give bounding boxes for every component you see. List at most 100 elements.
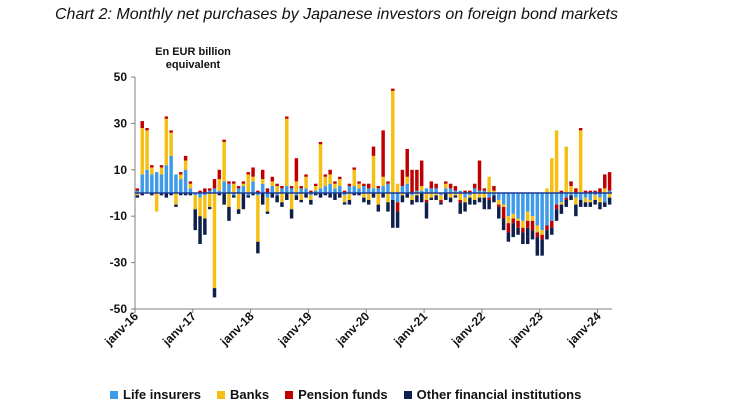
- bar-segment: [285, 186, 289, 193]
- bar-segment: [578, 193, 583, 200]
- bar-segment: [583, 193, 588, 198]
- bar-segment: [342, 195, 347, 203]
- bar-segment: [434, 188, 438, 193]
- legend-label: Pension funds: [298, 387, 388, 402]
- bar-segment: [468, 193, 472, 196]
- bar-segment: [395, 202, 400, 212]
- chart-title: Chart 2: Monthly net purchases by Japane…: [55, 6, 618, 23]
- bar-segment: [429, 197, 434, 200]
- bar-segment: [246, 174, 250, 193]
- bar-segment: [289, 186, 294, 189]
- bar-segment: [530, 216, 535, 221]
- bar-segment: [545, 188, 549, 193]
- bar-segment: [603, 174, 607, 189]
- bar-segment: [448, 183, 453, 189]
- bar-segment: [497, 204, 501, 207]
- bar-segment: [328, 169, 332, 175]
- bar-segment: [140, 128, 144, 175]
- bar-segment: [521, 220, 525, 228]
- bar-segment: [400, 186, 405, 193]
- y-tick-label: 10: [114, 163, 128, 177]
- bar-segment: [530, 230, 535, 240]
- bar-segment: [444, 188, 448, 193]
- bar-segment: [347, 193, 352, 200]
- bar-segment: [304, 174, 308, 177]
- bar-segment: [207, 206, 212, 210]
- bar-segment: [347, 183, 352, 187]
- bar-segment: [391, 88, 395, 91]
- bar-segment: [550, 227, 554, 235]
- bar-segment: [468, 195, 472, 198]
- bar-segment: [429, 181, 434, 189]
- bar-segment: [362, 186, 366, 193]
- bar-segment: [482, 190, 487, 193]
- bar-segment: [603, 202, 607, 207]
- bar-segment: [222, 181, 226, 193]
- bar-segment: [550, 193, 554, 221]
- bar-segment: [472, 193, 477, 200]
- bar-segment: [260, 193, 265, 205]
- bar-segment: [183, 169, 188, 193]
- bar-segment: [169, 155, 173, 193]
- bar-segment: [371, 146, 376, 156]
- bar-segment: [164, 165, 169, 193]
- bar-segment: [251, 193, 255, 196]
- bar-segment: [280, 188, 284, 193]
- bar-segment: [333, 193, 337, 200]
- bar-segment: [559, 190, 564, 193]
- bar-segment: [472, 188, 477, 193]
- bar-segment: [477, 197, 482, 203]
- bar-segment: [511, 213, 515, 219]
- bar-segment: [415, 169, 419, 191]
- bar-segment: [525, 227, 530, 245]
- bar-segment: [198, 216, 202, 245]
- bar-segment: [232, 183, 236, 193]
- bar-segment: [472, 199, 477, 205]
- bar-segment: [511, 223, 515, 238]
- bar-segment: [299, 186, 303, 189]
- bar-segment: [145, 130, 149, 170]
- bar-segment: [251, 181, 255, 193]
- bar-segment: [424, 188, 429, 193]
- bar-segment: [535, 237, 540, 256]
- bar-segment: [578, 130, 583, 193]
- bar-segment: [598, 188, 602, 193]
- legend-label: Banks: [230, 387, 270, 402]
- bar-segment: [304, 193, 308, 198]
- bar-segment: [203, 218, 207, 235]
- bar-segment: [545, 225, 549, 231]
- bar-segment: [381, 193, 385, 198]
- bar-segment: [439, 199, 443, 203]
- bar-segment: [405, 193, 409, 198]
- bar-segment: [468, 197, 472, 205]
- bar-segment: [159, 193, 164, 196]
- bar-segment: [415, 193, 419, 196]
- bar-segment: [482, 188, 487, 191]
- bar-segment: [607, 197, 612, 205]
- bar-segment: [477, 193, 482, 198]
- bar-segment: [506, 223, 511, 233]
- bar-segment: [232, 193, 236, 196]
- bar-segment: [588, 202, 593, 207]
- bar-segment: [265, 211, 270, 214]
- bar-segment: [169, 130, 173, 133]
- bar-segment: [275, 186, 279, 193]
- bar-segment: [362, 183, 366, 187]
- bar-segment: [487, 197, 491, 200]
- bar-segment: [559, 204, 564, 214]
- bar-segment: [607, 172, 612, 191]
- bar-segment: [338, 193, 342, 198]
- bar-segment: [150, 165, 154, 168]
- bar-segment: [333, 181, 337, 184]
- bar-segment: [569, 181, 573, 187]
- bar-segment: [434, 183, 438, 189]
- legend-item: Life insurers: [110, 387, 201, 402]
- bar-segment: [424, 199, 429, 203]
- bar-segment: [371, 155, 376, 189]
- bar-segment: [448, 188, 453, 193]
- bar-segment: [453, 193, 458, 196]
- bar-segment: [487, 193, 491, 198]
- bar-segment: [174, 193, 178, 205]
- bar-segment: [179, 174, 183, 180]
- bar-segment: [607, 193, 612, 198]
